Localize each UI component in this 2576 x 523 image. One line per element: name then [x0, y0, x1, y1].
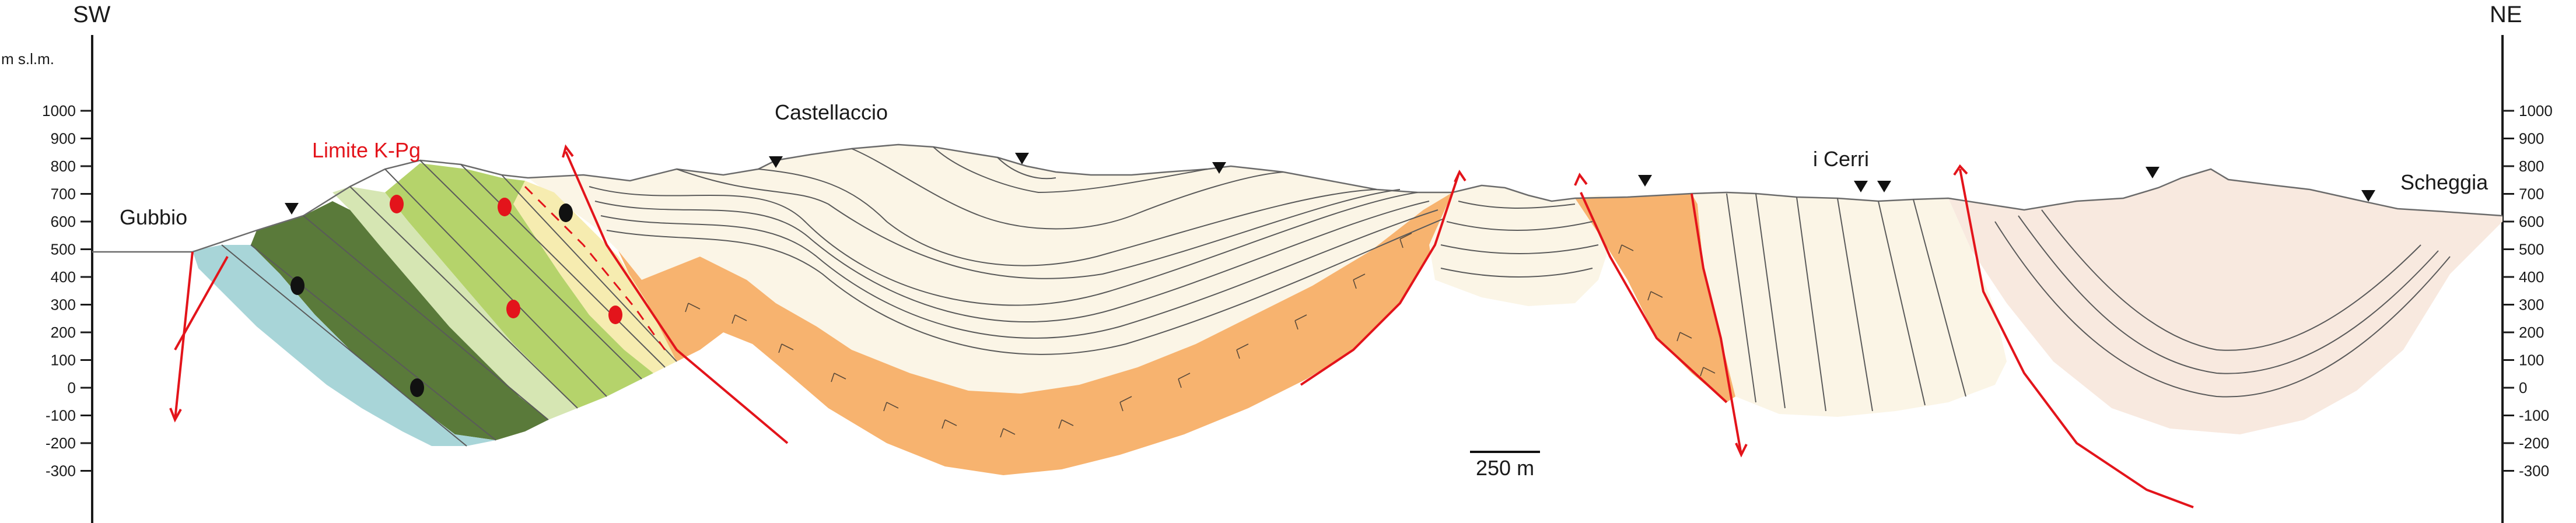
right-axis-tick-label: 500 — [2519, 241, 2544, 258]
topographic-profile — [92, 143, 2503, 253]
left-axis-tick-label: -100 — [46, 407, 76, 424]
right-axis-tick-label: 100 — [2519, 352, 2544, 369]
place-scheggia: Scheggia — [2400, 170, 2488, 194]
fossil-marker-icon — [290, 195, 622, 397]
right-axis: 10009008007006005004003002001000-100-200… — [2501, 35, 2553, 523]
left-axis-tick-label: -300 — [46, 462, 76, 480]
central-bedding — [1440, 201, 1599, 278]
place-i-cerri: i Cerri — [1813, 147, 1869, 171]
right-axis-tick-label: 0 — [2519, 379, 2527, 396]
fault-arrow-icon — [169, 144, 1968, 458]
unit-light-green — [385, 163, 653, 408]
left-axis: 10009008007006005004003002001000-100-200… — [42, 35, 93, 523]
left-axis-tick-label: 600 — [51, 213, 76, 230]
unit-pale-pink-basin — [1948, 169, 2502, 434]
unit-marl-cerri — [1692, 192, 2007, 417]
faults — [174, 151, 2194, 508]
left-axis-tick-label: 800 — [51, 157, 76, 175]
castellaccio-bedding — [589, 146, 1444, 355]
right-axis-tick-label: -100 — [2519, 407, 2549, 424]
unit-marl-castellaccio — [528, 145, 1452, 394]
cerri-bedding — [1726, 193, 1966, 412]
place-castellaccio: Castellaccio — [775, 100, 888, 124]
unit-pale-green — [332, 187, 578, 420]
left-axis-tick-label: 700 — [51, 185, 76, 203]
left-axis-tick-label: -200 — [46, 434, 76, 452]
kpg-boundary-line — [524, 185, 666, 350]
right-axis-tick-label: -300 — [2519, 462, 2549, 480]
scale-bar: 250 m — [1470, 451, 1540, 480]
right-axis-tick-label: 800 — [2519, 157, 2544, 175]
triangle-marker-icon — [285, 153, 2375, 215]
left-axis-tick-label: 400 — [51, 268, 76, 286]
right-axis-tick-label: 200 — [2519, 324, 2544, 341]
right-axis-tick-label: -200 — [2519, 434, 2549, 452]
unit-dark-green — [251, 201, 548, 440]
right-axis-tick-label: 900 — [2519, 130, 2544, 148]
right-axis-tick-label: 1000 — [2519, 102, 2553, 120]
unit-orange-castellaccio — [618, 192, 1452, 475]
left-axis-tick-label: 900 — [51, 130, 76, 148]
left-unit-label: m s.l.m. — [1, 50, 54, 68]
place-gubbio: Gubbio — [120, 205, 187, 229]
right-axis-tick-label: 700 — [2519, 185, 2544, 203]
sw-label: SW — [73, 2, 111, 27]
left-axis-tick-label: 1000 — [42, 102, 76, 120]
gubbio-bedding — [221, 160, 677, 447]
right-axis-tick-label: 300 — [2519, 296, 2544, 314]
kpg-boundary-label: Limite K-Pg — [312, 138, 421, 162]
left-axis-tick-label: 0 — [68, 379, 76, 396]
right-axis-tick-label: 600 — [2519, 213, 2544, 230]
left-axis-tick-label: 200 — [51, 324, 76, 341]
unit-yellow — [513, 181, 677, 373]
right-axis-tick-label: 400 — [2519, 268, 2544, 286]
ne-label: NE — [2490, 2, 2522, 27]
unit-marl-central — [1429, 185, 1622, 306]
left-axis-tick-label: 100 — [51, 352, 76, 369]
orange-hatching — [685, 233, 1716, 438]
unit-orange-wedge — [1575, 194, 1735, 402]
ne-bedding — [1994, 209, 2451, 398]
left-axis-tick-label: 500 — [51, 241, 76, 258]
scale-bar-label: 250 m — [1476, 456, 1534, 480]
left-axis-tick-label: 300 — [51, 296, 76, 314]
